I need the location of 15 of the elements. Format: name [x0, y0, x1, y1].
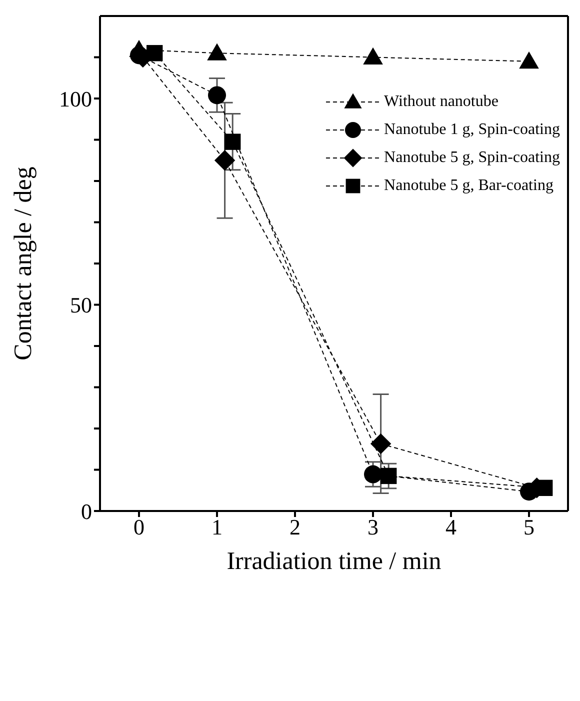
x-tick-label: 4: [446, 514, 456, 540]
x-tick-label: 5: [524, 514, 534, 540]
legend-label: Without nanotube: [384, 93, 498, 111]
legend-label: Nanotube 5 g, Bar-coating: [384, 177, 554, 195]
y-tick-label: 100: [59, 86, 92, 112]
x-tick-label: 2: [290, 514, 300, 540]
legend-label: Nanotube 1 g, Spin-coating: [384, 121, 560, 139]
x-tick-label: 1: [212, 514, 222, 540]
y-tick-label: 50: [70, 292, 92, 318]
legend-label: Nanotube 5 g, Spin-coating: [384, 149, 560, 167]
y-tick-label: 0: [81, 498, 92, 524]
x-axis-title: Irradiation time / min: [226, 548, 442, 575]
x-tick-label: 0: [134, 514, 144, 540]
y-axis-title: Contact angle / deg: [10, 166, 37, 360]
x-tick-label: 3: [368, 514, 378, 540]
